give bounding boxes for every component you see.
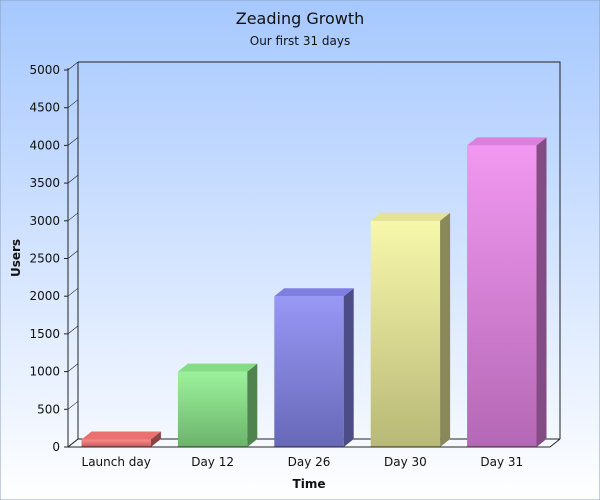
y-tick-label: 500 — [37, 402, 60, 416]
bar-group — [274, 288, 354, 447]
y-tick-depth — [67, 174, 79, 184]
y-axis: 0 500 1000 1500 2000 2500 3000 3500 4000 4500 5000 — [29, 61, 79, 454]
x-tick-label: Day 30 — [384, 455, 427, 469]
y-tick-label: 1500 — [29, 327, 60, 341]
y-tick-depth — [67, 250, 79, 259]
x-tick-label: Day 31 — [480, 455, 523, 469]
y-tick-depth — [67, 287, 79, 297]
x-tick-label: Launch day — [82, 455, 151, 469]
y-tick-depth — [67, 61, 79, 71]
y-tick-label: 3000 — [29, 214, 60, 228]
bar-top — [467, 137, 547, 146]
y-tick-depth — [67, 401, 79, 410]
x-tick-label: Day 26 — [288, 455, 331, 469]
bar-top — [370, 212, 451, 221]
bar-top — [274, 288, 354, 297]
x-axis: Launch day Day 12 Day 26 Day 30 Day 31 — [68, 446, 550, 469]
bar-group — [81, 431, 161, 447]
y-tick-label: 5000 — [29, 63, 60, 77]
y-tick-depth — [67, 438, 79, 448]
bar — [81, 439, 151, 447]
bar-side — [247, 363, 258, 447]
y-tick-label: 2000 — [29, 289, 60, 303]
bar — [274, 296, 344, 447]
bar-top — [177, 363, 258, 372]
y-tick-depth — [67, 212, 79, 222]
y-tick-label: 0 — [52, 440, 60, 454]
y-tick-depth — [67, 363, 79, 372]
bar — [467, 145, 537, 447]
plot-floor-right-edge — [549, 438, 561, 448]
bar-group — [467, 137, 547, 447]
bar — [177, 371, 248, 447]
bars — [81, 137, 547, 447]
x-tick-label: Day 12 — [191, 455, 234, 469]
y-tick-label: 4500 — [29, 101, 60, 115]
bar-group — [370, 212, 451, 447]
y-tick-label: 4000 — [29, 138, 60, 152]
bar-top — [81, 431, 161, 440]
bar-side — [440, 212, 451, 447]
y-tick-depth — [67, 325, 79, 335]
bar-side — [343, 288, 354, 447]
y-tick-depth — [67, 137, 79, 146]
y-tick-depth — [67, 99, 79, 108]
y-axis-label: Users — [9, 239, 23, 277]
chart-subtitle: Our first 31 days — [250, 34, 350, 48]
bar-side — [536, 137, 547, 447]
plot-back-wall — [78, 61, 561, 439]
bar-side — [150, 431, 161, 447]
bar-group — [177, 363, 258, 447]
y-tick-label: 2500 — [29, 252, 60, 266]
chart-title: Zeading Growth — [236, 9, 365, 28]
y-tick-label: 3500 — [29, 176, 60, 190]
x-axis-label: Time — [293, 477, 326, 491]
bar — [370, 220, 441, 447]
y-tick-label: 1000 — [29, 365, 60, 379]
